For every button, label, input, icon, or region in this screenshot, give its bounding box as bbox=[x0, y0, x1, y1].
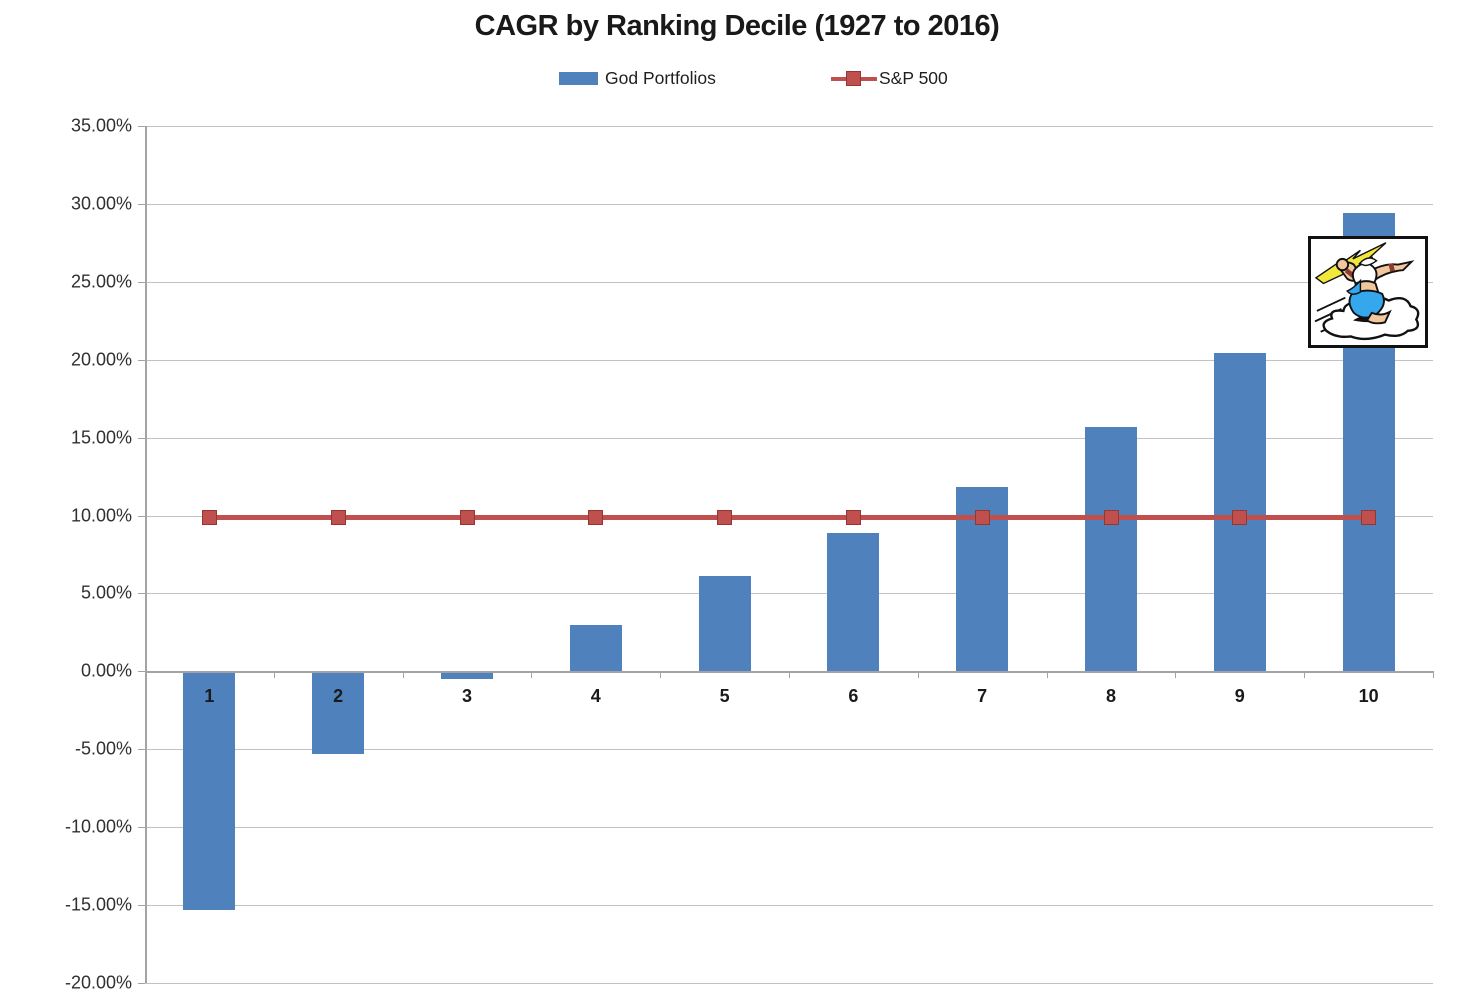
sp500-marker bbox=[1232, 509, 1248, 525]
x-axis-tick bbox=[1433, 671, 1434, 679]
line-series-swatch bbox=[831, 70, 877, 86]
y-axis-label: 10.00% bbox=[70, 505, 132, 526]
x-axis-tick bbox=[917, 671, 919, 679]
category-label: 1 bbox=[204, 686, 215, 707]
y-axis-label: 15.00% bbox=[70, 427, 132, 448]
gridline bbox=[145, 203, 1433, 205]
gridline bbox=[145, 749, 1433, 751]
bar-decile-4 bbox=[569, 624, 622, 672]
sp500-marker bbox=[974, 509, 990, 525]
legend-item-god-portfolios: God Portfolios bbox=[559, 67, 716, 88]
sp500-marker bbox=[717, 509, 733, 525]
y-axis-label: 20.00% bbox=[70, 349, 132, 370]
bar-decile-6 bbox=[827, 532, 880, 672]
chart-title: CAGR by Ranking Decile (1927 to 2016) bbox=[474, 10, 1000, 42]
y-axis-label: -5.00% bbox=[74, 738, 132, 759]
y-axis-tick bbox=[138, 593, 145, 595]
bar-decile-8 bbox=[1085, 426, 1137, 672]
y-axis-label: 5.00% bbox=[80, 582, 132, 603]
y-axis-label: 0.00% bbox=[80, 660, 132, 681]
category-label: 7 bbox=[977, 686, 988, 707]
x-axis-tick bbox=[1175, 671, 1177, 679]
y-axis-label: 30.00% bbox=[70, 193, 132, 214]
gridline bbox=[145, 593, 1433, 595]
x-axis-tick bbox=[273, 671, 275, 679]
x-axis-tick bbox=[1304, 671, 1306, 679]
category-label: 3 bbox=[461, 686, 473, 707]
y-axis-tick bbox=[138, 203, 145, 205]
sp500-marker bbox=[588, 509, 604, 525]
bar-decile-3 bbox=[441, 671, 493, 680]
zeus-clipart bbox=[1308, 236, 1428, 348]
sp500-marker bbox=[459, 509, 475, 525]
bar-decile-5 bbox=[698, 576, 751, 672]
bar-decile-2 bbox=[312, 671, 365, 754]
category-label: 8 bbox=[1105, 686, 1117, 707]
y-axis-tick bbox=[138, 905, 145, 907]
gridline bbox=[145, 905, 1433, 907]
category-label: 10 bbox=[1358, 686, 1379, 707]
bar-decile-1 bbox=[183, 671, 236, 910]
x-axis-tick bbox=[1046, 671, 1048, 679]
y-axis-label: -15.00% bbox=[64, 894, 132, 915]
x-axis-tick bbox=[145, 671, 146, 679]
legend-item-sp500: S&P 500 bbox=[831, 67, 948, 88]
bar-series-swatch bbox=[559, 71, 598, 85]
x-axis-tick bbox=[402, 671, 404, 679]
gridline bbox=[145, 983, 1433, 984]
y-axis-label: 25.00% bbox=[70, 271, 132, 292]
y-axis-tick bbox=[138, 126, 145, 127]
y-axis-tick bbox=[138, 515, 145, 517]
sp500-marker bbox=[1103, 509, 1119, 525]
x-axis-tick bbox=[660, 671, 662, 679]
category-label: 5 bbox=[719, 686, 730, 707]
sp500-marker bbox=[201, 509, 217, 525]
gridline bbox=[145, 827, 1433, 829]
category-label: 9 bbox=[1234, 686, 1245, 707]
y-axis-label: -20.00% bbox=[64, 972, 132, 993]
y-axis-tick bbox=[138, 749, 145, 751]
legend-label-sp500: S&P 500 bbox=[879, 67, 948, 88]
category-label: 2 bbox=[333, 686, 344, 707]
gridline bbox=[145, 359, 1433, 361]
legend-label-god-portfolios: God Portfolios bbox=[605, 67, 716, 88]
y-axis-label: -10.00% bbox=[64, 816, 132, 837]
y-axis-tick bbox=[138, 671, 145, 673]
sp500-marker bbox=[330, 509, 346, 525]
y-axis-tick bbox=[138, 827, 145, 829]
y-axis-tick bbox=[138, 281, 145, 283]
y-axis-line bbox=[145, 126, 147, 983]
y-axis-tick bbox=[138, 359, 145, 361]
zeus-illustration bbox=[1314, 242, 1420, 341]
y-axis-tick bbox=[138, 437, 145, 439]
y-axis-label: 35.00% bbox=[70, 115, 132, 136]
gridline bbox=[145, 126, 1433, 127]
x-axis-tick bbox=[789, 671, 790, 679]
sp500-line bbox=[209, 514, 1369, 520]
x-axis-tick bbox=[531, 671, 533, 679]
y-axis-tick bbox=[138, 983, 145, 984]
sp500-marker bbox=[845, 509, 861, 525]
gridline bbox=[145, 281, 1433, 283]
gridline bbox=[145, 437, 1433, 439]
sp500-marker bbox=[1361, 509, 1377, 525]
category-label: 6 bbox=[848, 686, 859, 707]
category-label: 4 bbox=[590, 686, 601, 707]
